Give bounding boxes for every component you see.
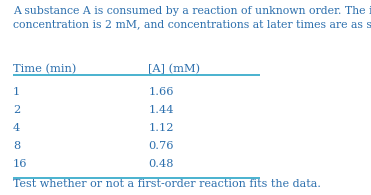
Text: 8: 8 — [13, 141, 20, 151]
Text: Time (min): Time (min) — [13, 64, 76, 75]
Text: 1: 1 — [13, 87, 20, 97]
Text: A substance A is consumed by a reaction of unknown order. The initial
concentrat: A substance A is consumed by a reaction … — [13, 6, 371, 29]
Text: [A] (mM): [A] (mM) — [148, 64, 200, 75]
Text: 2: 2 — [13, 105, 20, 115]
Text: 0.76: 0.76 — [148, 141, 174, 151]
Text: 0.48: 0.48 — [148, 159, 174, 169]
Text: 1.44: 1.44 — [148, 105, 174, 115]
Text: 4: 4 — [13, 123, 20, 133]
Text: 1.66: 1.66 — [148, 87, 174, 97]
Text: 16: 16 — [13, 159, 27, 169]
Text: 1.12: 1.12 — [148, 123, 174, 133]
Text: Test whether or not a first-order reaction fits the data.: Test whether or not a first-order reacti… — [13, 179, 321, 189]
